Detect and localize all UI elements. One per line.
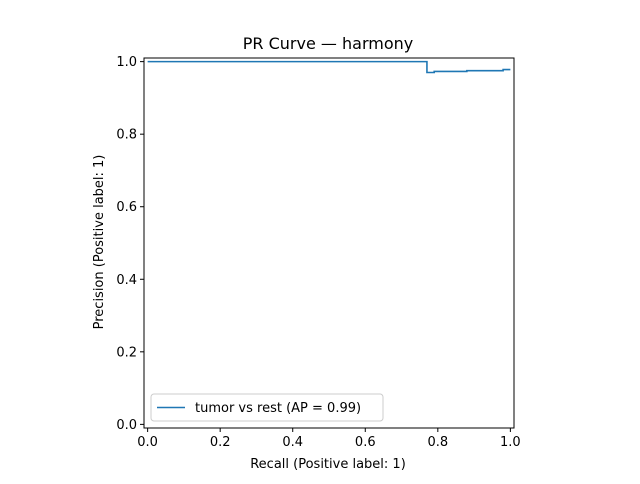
y-axis-label: Precision (Positive label: 1) xyxy=(92,155,107,330)
y-tick-label: 0.4 xyxy=(116,273,137,288)
y-tick-label: 0.6 xyxy=(116,200,137,215)
x-tick-label: 1.0 xyxy=(500,435,521,450)
legend-label: tumor vs rest (AP = 0.99) xyxy=(195,401,361,416)
x-tick-label: 0.0 xyxy=(137,435,158,450)
x-tick-label: 0.2 xyxy=(210,435,231,450)
series-line xyxy=(147,60,511,74)
plot-area-frame xyxy=(143,57,515,429)
x-tick-label: 0.4 xyxy=(282,435,303,450)
chart-title: PR Curve — harmony xyxy=(243,34,413,53)
y-tick-label: 0.2 xyxy=(116,345,137,360)
y-tick-label: 0.0 xyxy=(116,418,137,433)
legend-box xyxy=(150,393,384,422)
axis-ticks: 0.0 0.2 0.4 0.6 0.8 1.0 0.0 0.2 0.4 0.6 0.8 1.0 xyxy=(116,55,520,450)
series-layer xyxy=(147,60,511,74)
y-tick-label: 0.8 xyxy=(116,128,137,143)
x-tick-label: 0.8 xyxy=(427,435,448,450)
x-tick-label: 0.6 xyxy=(355,435,376,450)
x-axis-label: Recall (Positive label: 1) xyxy=(250,457,406,472)
y-tick-label: 1.0 xyxy=(116,55,137,70)
legend: tumor vs rest (AP = 0.99) xyxy=(150,393,384,422)
